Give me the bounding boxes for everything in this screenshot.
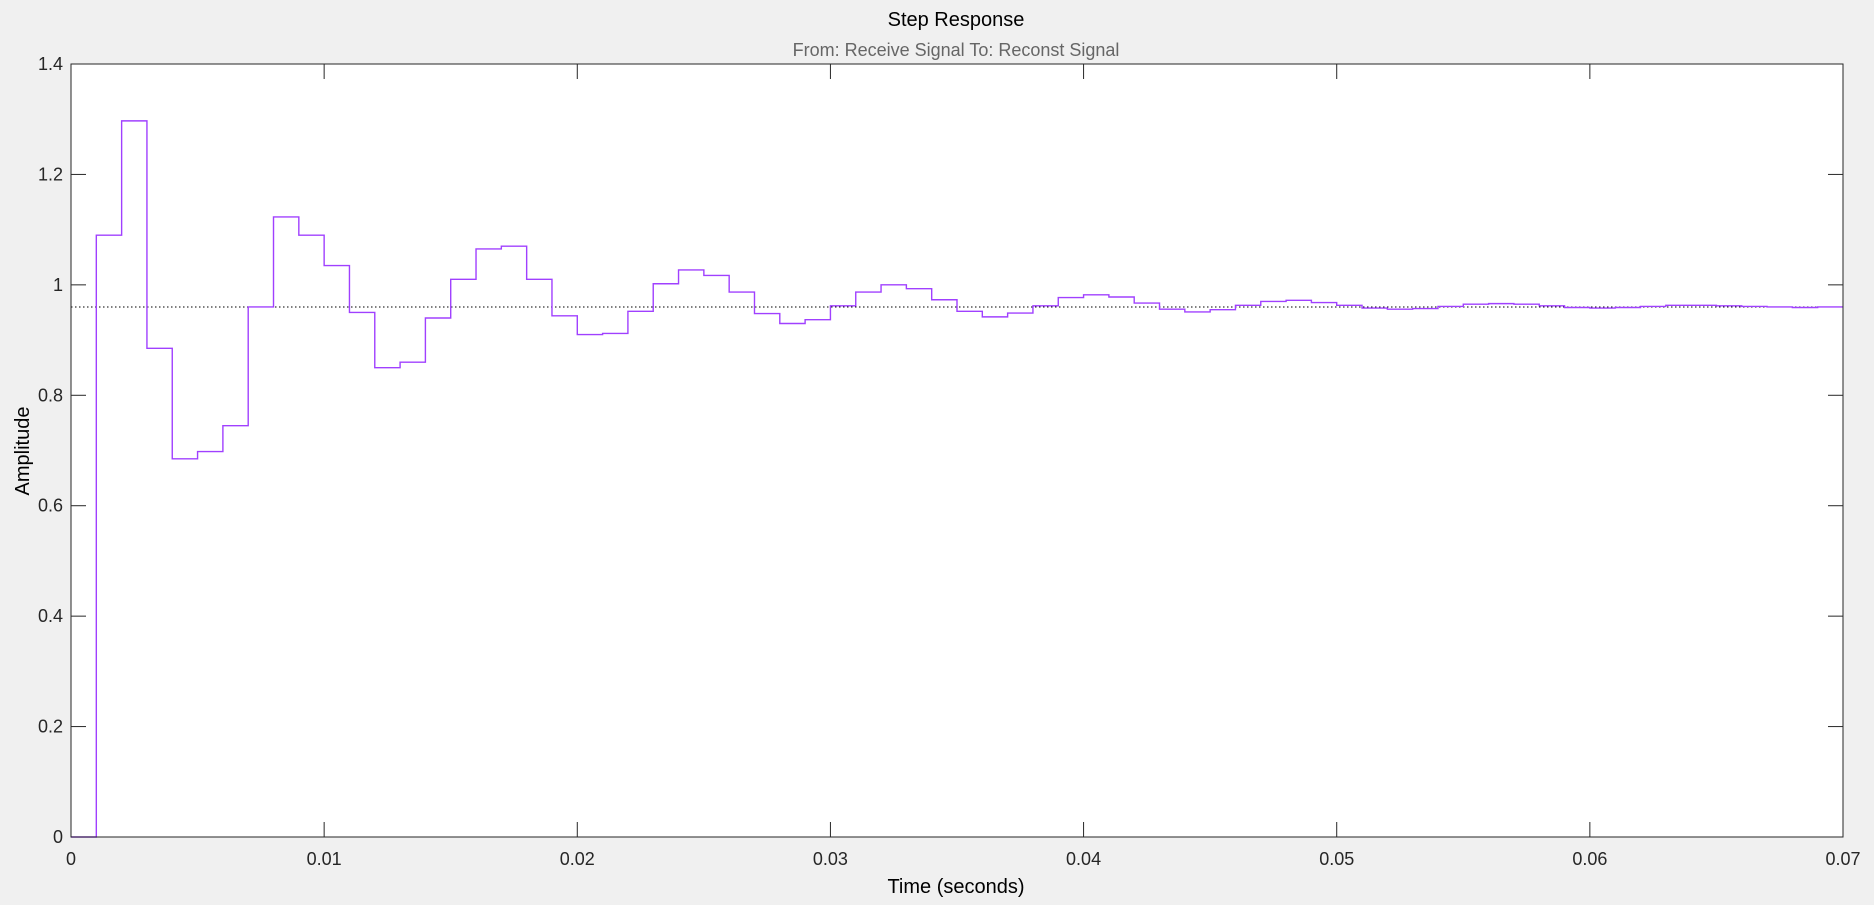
x-tick-label: 0.03 [813, 849, 848, 869]
y-tick-label: 0.2 [38, 717, 63, 737]
y-tick-label: 1.4 [38, 54, 63, 74]
chart-title: Step Response [888, 9, 1025, 31]
x-tick-label: 0.04 [1066, 849, 1101, 869]
x-tick-label: 0.01 [307, 849, 342, 869]
x-tick-label: 0.07 [1825, 849, 1860, 869]
y-tick-label: 0.6 [38, 496, 63, 516]
x-tick-label: 0.05 [1319, 849, 1354, 869]
y-axis-label: Amplitude [12, 407, 34, 496]
y-tick-label: 0.8 [38, 385, 63, 405]
series-group [71, 120, 1843, 838]
y-tick-label: 1 [53, 275, 63, 295]
x-axis-label: Time (seconds) [887, 876, 1024, 898]
axes-box [70, 63, 1844, 838]
x-tick-label: 0.02 [560, 849, 595, 869]
y-tick-label: 1.2 [38, 164, 63, 184]
plot-area[interactable] [71, 64, 1843, 837]
y-tick-label: 0 [53, 827, 63, 847]
step-response-series-line[interactable] [71, 120, 1843, 838]
chart-subtitle: From: Receive Signal To: Reconst Signal [793, 40, 1120, 60]
x-tick-label: 0.06 [1572, 849, 1607, 869]
y-tick-label: 0.4 [38, 606, 63, 626]
axis-tick-labels: 0 0.01 0.02 0.03 0.04 0.05 0.06 0.07 0 0.2 0.4 0.6 0… [38, 54, 1861, 869]
x-tick-label: 0 [66, 849, 76, 869]
